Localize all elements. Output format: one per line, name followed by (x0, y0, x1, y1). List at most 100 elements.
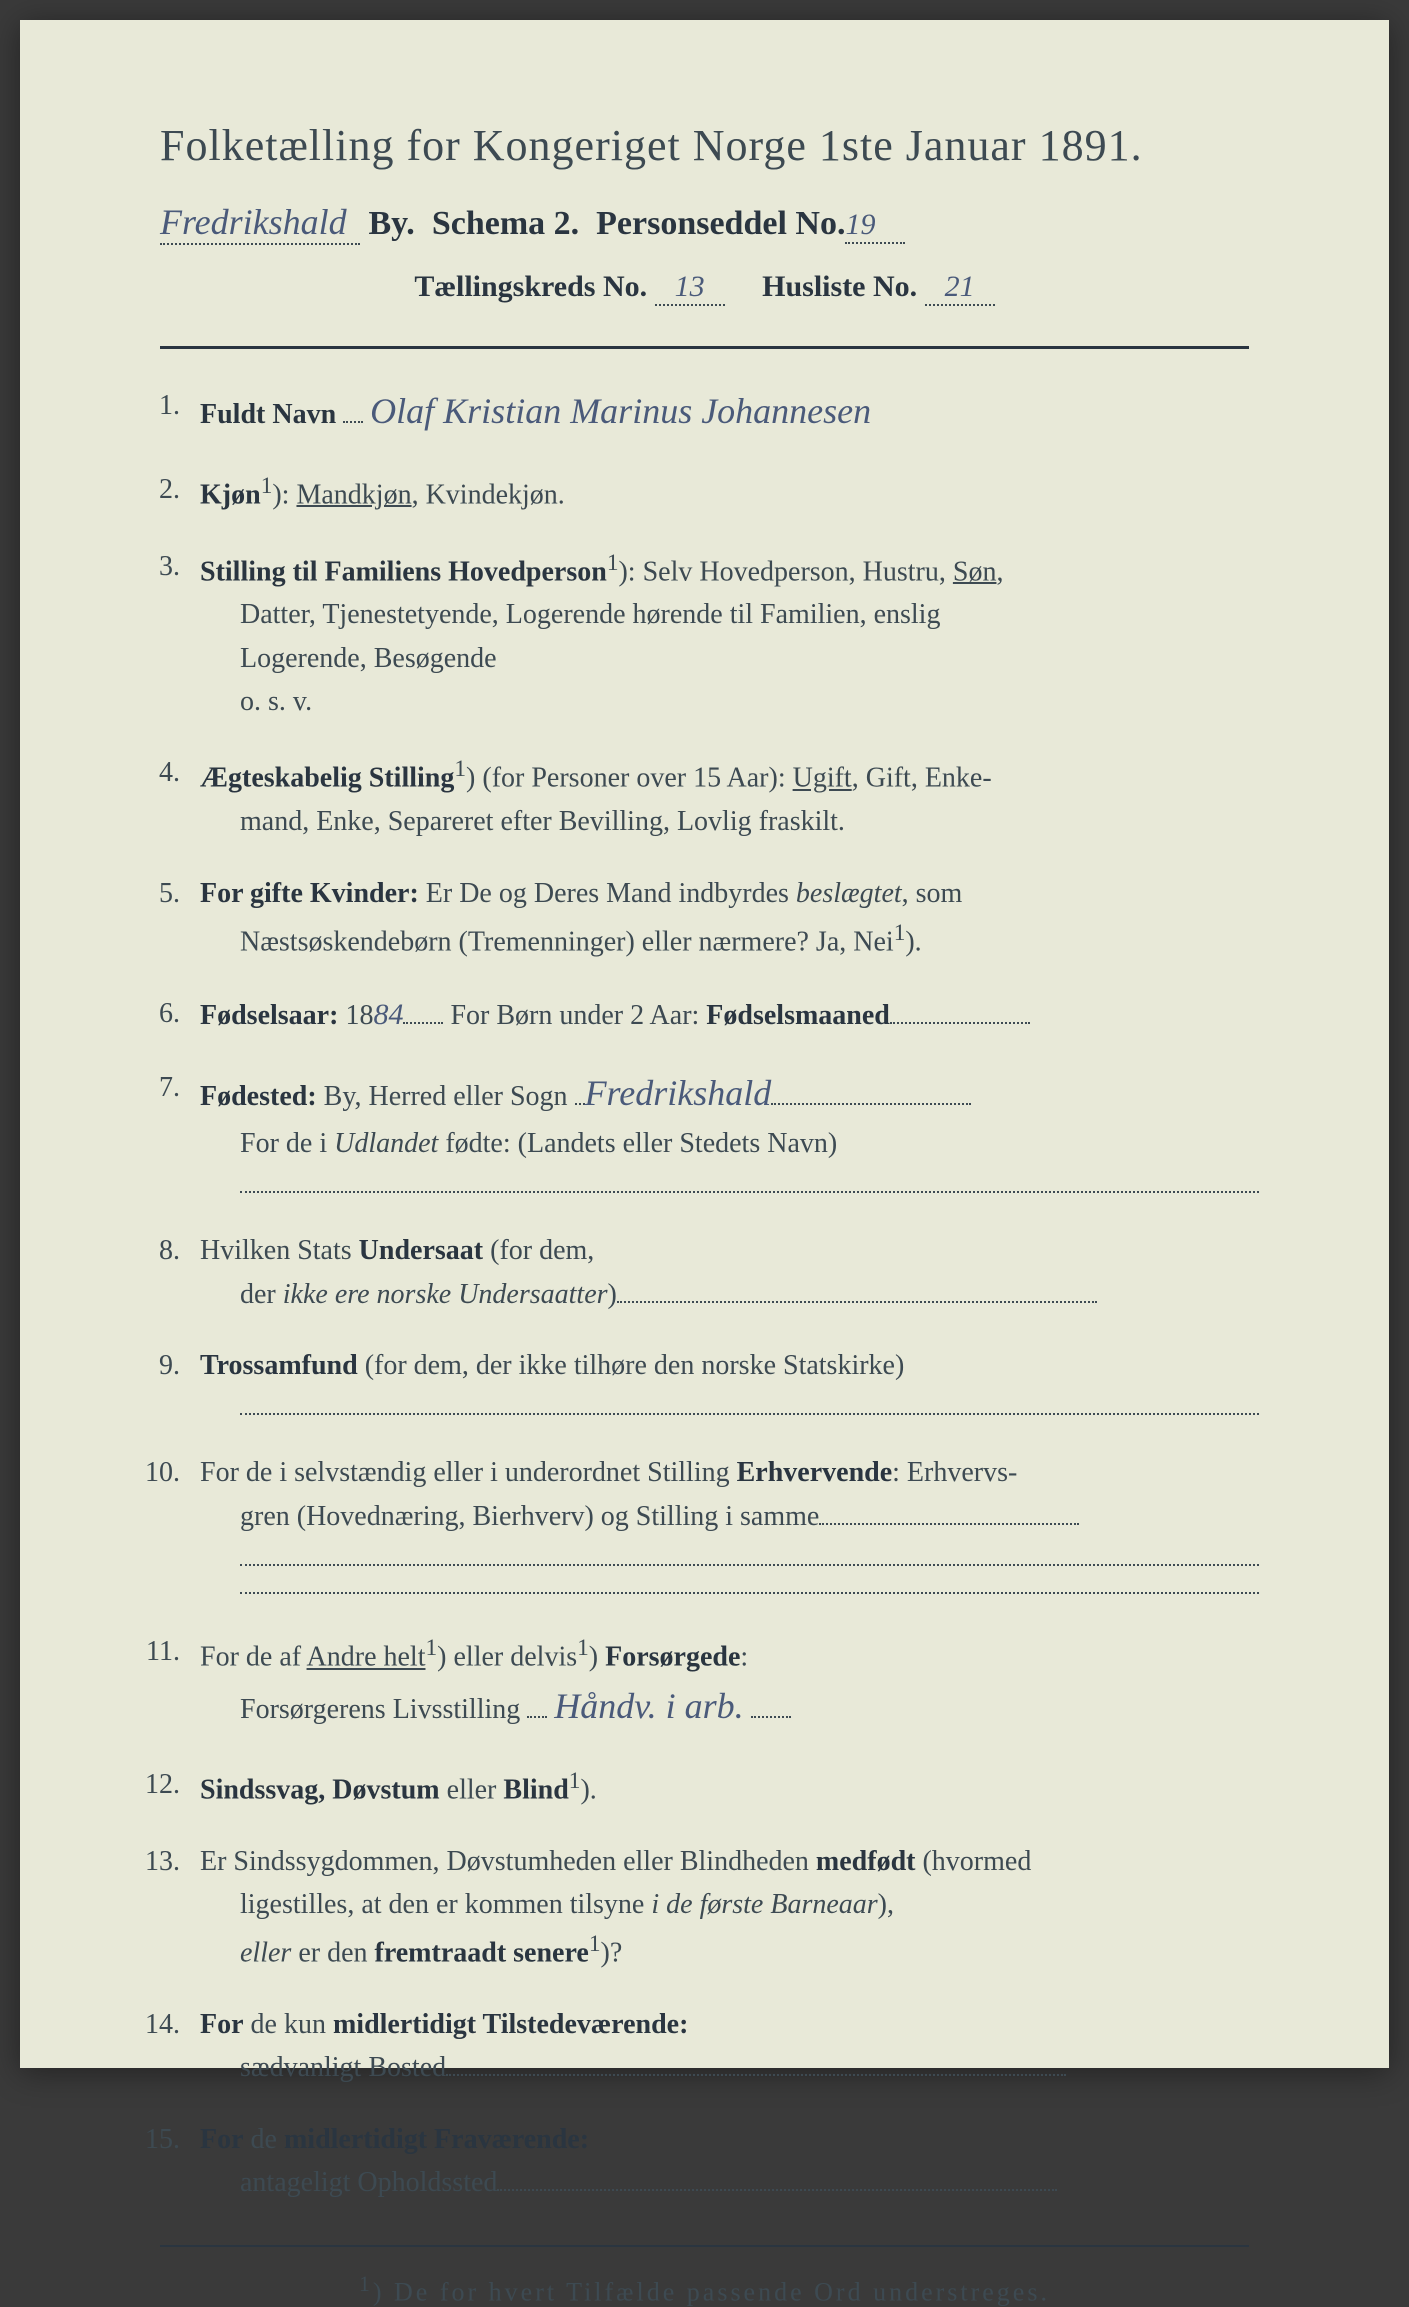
item-num: 10. (130, 1451, 200, 1602)
item-4: 4. Ægteskabelig Stilling1) (for Personer… (130, 751, 1259, 843)
item-11: 11. For de af Andre helt1) eller delvis1… (130, 1630, 1259, 1735)
line: Forsørgerens Livsstilling Håndv. i arb. (240, 1679, 1259, 1735)
item-num: 7. (130, 1066, 200, 1201)
option-son: Søn (953, 556, 997, 587)
label-fodselsaar: Fødselsaar: (200, 1000, 338, 1031)
item-num: 9. (130, 1344, 200, 1423)
name-handwritten: Olaf Kristian Marinus Johannesen (370, 391, 871, 431)
item-body: For de af Andre helt1) eller delvis1) Fo… (200, 1630, 1259, 1735)
label-undersaat: Undersaat (359, 1235, 483, 1266)
footnote: 1) De for hvert Tilfælde passende Ord un… (110, 2272, 1299, 2307)
line: antageligt Opholdssted (240, 2161, 1259, 2204)
item-num: 8. (130, 1229, 200, 1316)
item-num: 13. (130, 1840, 200, 1976)
dotted-line (240, 1395, 1259, 1415)
item-9: 9. Trossamfund (for dem, der ikke tilhør… (130, 1344, 1259, 1423)
item-13: 13. Er Sindssygdommen, Døvstumheden elle… (130, 1840, 1259, 1976)
label-fuldt-navn: Fuldt Navn (200, 399, 336, 430)
item-num: 3. (130, 545, 200, 724)
item-body: Stilling til Familiens Hovedperson1): Se… (200, 545, 1259, 724)
item-num: 15. (130, 2118, 200, 2205)
dotted-line (240, 1546, 1259, 1566)
personseddel-no: 19 (845, 208, 905, 244)
item-num: 12. (130, 1763, 200, 1812)
kreds-no: 13 (655, 270, 725, 306)
line: sædvanligt Bosted (240, 2046, 1259, 2089)
schema-label: Schema 2. (432, 205, 579, 242)
husliste-no: 21 (925, 270, 995, 306)
kreds-label: Tællingskreds No. (414, 270, 647, 303)
item-body: Fødselsaar: 1884 For Børn under 2 Aar: F… (200, 992, 1259, 1039)
item-num: 5. (130, 872, 200, 964)
item-15: 15. For de midlertidigt Fraværende: anta… (130, 2118, 1259, 2205)
line: o. s. v. (240, 680, 1259, 723)
item-body: Sindssvag, Døvstum eller Blind1). (200, 1763, 1259, 1812)
item-2: 2. Kjøn1): Mandkjøn, Kvindekjøn. (130, 468, 1259, 517)
label-for: For (200, 2124, 244, 2155)
by-label: By. (369, 205, 415, 242)
item-body: Hvilken Stats Undersaat (for dem, der ik… (200, 1229, 1259, 1316)
item-num: 2. (130, 468, 200, 517)
item-num: 14. (130, 2003, 200, 2090)
item-body: Fødested: By, Herred eller Sogn Fredriks… (200, 1066, 1259, 1201)
option-ugift: Ugift (793, 763, 852, 794)
forsorger-hand: Håndv. i arb. (554, 1686, 743, 1726)
item-body: Fuldt Navn Olaf Kristian Marinus Johanne… (200, 384, 1259, 440)
item-body: Kjøn1): Mandkjøn, Kvindekjøn. (200, 468, 1259, 517)
label-fremtraadt: fremtraadt senere (375, 1938, 589, 1969)
line: Datter, Tjenestetyende, Logerende hørend… (240, 593, 1259, 636)
item-14: 14. For de kun midlertidigt Tilstedevære… (130, 2003, 1259, 2090)
item-num: 11. (130, 1630, 200, 1735)
line: Logerende, Besøgende (240, 637, 1259, 680)
item-5: 5. For gifte Kvinder: Er De og Deres Man… (130, 872, 1259, 964)
label-sindssvag: Sindssvag, Døvstum (200, 1774, 440, 1805)
label-gifte-kvinder: For gifte Kvinder: (200, 878, 419, 909)
item-6: 6. Fødselsaar: 1884 For Børn under 2 Aar… (130, 992, 1259, 1039)
form-items: 1. Fuldt Navn Olaf Kristian Marinus Joha… (110, 384, 1299, 2205)
item-body: For de kun midlertidigt Tilstedeværende:… (200, 2003, 1259, 2090)
item-10: 10. For de i selvstændig eller i underor… (130, 1451, 1259, 1602)
birthplace-hand: Fredrikshald (585, 1073, 772, 1113)
header-line-2: Fredrikshald By. Schema 2. Personseddel … (160, 201, 1299, 245)
label-erhvervende: Erhvervende (737, 1457, 893, 1488)
label-tilstede: midlertidigt Tilstedeværende: (333, 2009, 688, 2040)
item-body: For de midlertidigt Fraværende: antageli… (200, 2118, 1259, 2205)
label-fodested: Fødested: (200, 1081, 317, 1112)
item-7: 7. Fødested: By, Herred eller Sogn Fredr… (130, 1066, 1259, 1201)
line: eller er den fremtraadt senere1)? (240, 1926, 1259, 1975)
option-mandkjon: Mandkjøn (296, 479, 411, 510)
line: For de i Udlandet fødte: (Landets eller … (240, 1122, 1259, 1165)
birth-year-hand: 84 (373, 998, 403, 1031)
footer-rule (160, 2245, 1249, 2247)
item-body: Ægteskabelig Stilling1) (for Personer ov… (200, 751, 1259, 843)
header-rule (160, 346, 1249, 349)
line: gren (Hovednæring, Bierhverv) og Stillin… (240, 1495, 1259, 1538)
line: ligestilles, at den er kommen tilsyne i … (240, 1883, 1259, 1926)
item-num: 1. (130, 384, 200, 440)
item-num: 4. (130, 751, 200, 843)
option-andre-helt: Andre helt (307, 1642, 426, 1673)
label-fodselsmaaned: Fødselsmaaned (706, 1000, 890, 1031)
item-body: Er Sindssygdommen, Døvstumheden eller Bl… (200, 1840, 1259, 1976)
item-num: 6. (130, 992, 200, 1039)
page-title: Folketælling for Kongeriget Norge 1ste J… (160, 120, 1299, 171)
label-trossamfund: Trossamfund (200, 1350, 358, 1381)
label-fravaerende: midlertidigt Fraværende: (284, 2124, 589, 2155)
item-8: 8. Hvilken Stats Undersaat (for dem, der… (130, 1229, 1259, 1316)
item-body: For de i selvstændig eller i underordnet… (200, 1451, 1259, 1602)
line: Næstsøskendebørn (Tremenninger) eller næ… (240, 915, 1259, 964)
husliste-label: Husliste No. (762, 270, 917, 303)
dotted-line (240, 1574, 1259, 1594)
line: der ikke ere norske Undersaatter) (240, 1273, 1259, 1316)
item-12: 12. Sindssvag, Døvstum eller Blind1). (130, 1763, 1259, 1812)
label-kjon: Kjøn (200, 479, 261, 510)
header-line-3: Tællingskreds No. 13 Husliste No. 21 (110, 270, 1299, 306)
personseddel-label: Personseddel No. (596, 205, 845, 242)
label-blind: Blind (503, 1774, 568, 1805)
city-handwritten: Fredrikshald (160, 201, 360, 245)
label-medfodt: medfødt (816, 1846, 916, 1877)
label-aegteskab: Ægteskabelig Stilling (200, 763, 454, 794)
item-1: 1. Fuldt Navn Olaf Kristian Marinus Joha… (130, 384, 1259, 440)
dotted-line (240, 1173, 1259, 1193)
label-stilling: Stilling til Familiens Hovedperson (200, 556, 607, 587)
